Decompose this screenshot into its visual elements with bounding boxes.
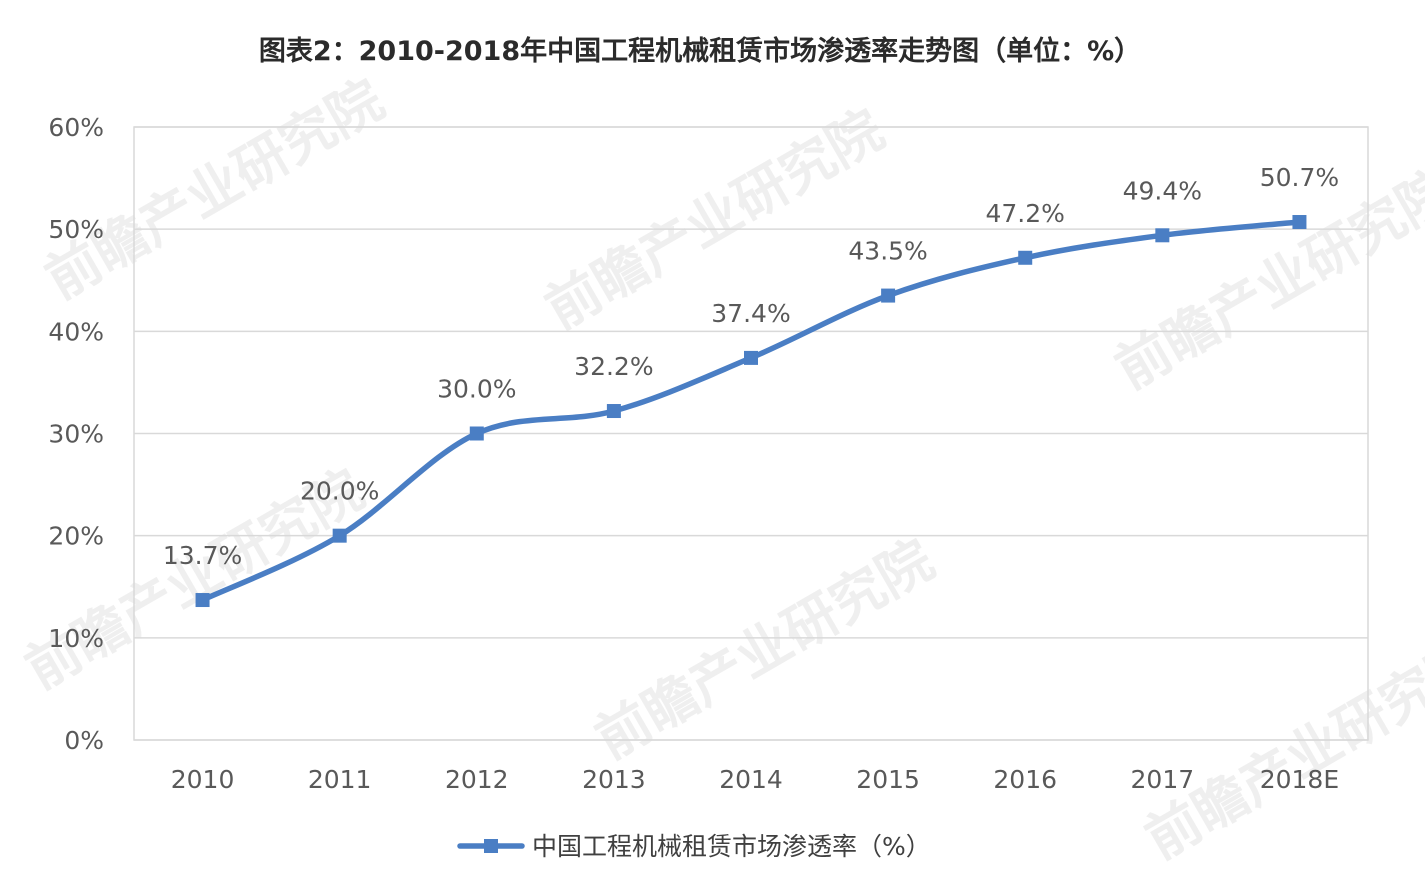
data-point-marker xyxy=(1018,250,1033,265)
y-tick-label: 50% xyxy=(48,215,104,244)
data-point-marker xyxy=(332,528,347,543)
data-label: 50.7% xyxy=(1260,163,1339,192)
legend-marker-swatch xyxy=(484,839,498,853)
y-tick-label: 0% xyxy=(64,726,104,755)
series-layer xyxy=(195,215,1307,608)
x-tick-label: 2013 xyxy=(582,765,646,794)
y-tick-label: 10% xyxy=(48,624,104,653)
data-point-marker xyxy=(606,404,621,419)
legend: 中国工程机械租赁市场渗透率（%） xyxy=(457,832,931,861)
data-point-marker xyxy=(1155,228,1170,243)
data-label: 20.0% xyxy=(300,477,379,506)
data-label: 43.5% xyxy=(848,237,927,266)
y-tick-label: 30% xyxy=(48,420,104,449)
plot-area-frame xyxy=(133,126,1369,741)
data-label: 30.0% xyxy=(437,375,516,404)
data-label: 13.7% xyxy=(163,541,242,570)
data-point-marker xyxy=(881,288,896,303)
data-point-marker xyxy=(469,426,484,441)
data-point-marker xyxy=(744,350,758,365)
watermark-logo: 前瞻产业研究院 xyxy=(1135,628,1425,872)
x-tick-label: 2017 xyxy=(1131,765,1195,794)
data-label: 37.4% xyxy=(711,299,790,328)
x-axis: 2010 2011 2012 2013 2014 2015 2016 2017 2018E xyxy=(171,765,1339,794)
x-tick-label: 2015 xyxy=(856,765,920,794)
x-tick-label: 2012 xyxy=(445,765,509,794)
watermark-logo: 前瞻产业研究院 xyxy=(35,68,394,312)
y-tick-label: 40% xyxy=(48,317,104,346)
x-tick-label: 2016 xyxy=(993,765,1057,794)
data-point-marker xyxy=(1292,215,1307,230)
data-label: 47.2% xyxy=(986,199,1065,228)
y-tick-label: 20% xyxy=(48,522,104,551)
x-tick-label: 2010 xyxy=(171,765,235,794)
x-tick-label: 2014 xyxy=(719,765,783,794)
y-tick-label: 60% xyxy=(48,113,104,142)
data-label: 49.4% xyxy=(1123,176,1202,205)
x-tick-label: 2011 xyxy=(308,765,372,794)
y-axis: 0% 10% 20% 30% 40% 50% 60% xyxy=(48,113,104,755)
data-label: 32.2% xyxy=(574,352,653,381)
x-tick-label: 2018E xyxy=(1260,765,1339,794)
watermark-logo: 前瞻产业研究院 xyxy=(585,528,944,772)
series-line xyxy=(199,219,1303,603)
legend-label: 中国工程机械租赁市场渗透率（%） xyxy=(532,832,931,861)
chart-title: 图表2：2010-2018年中国工程机械租赁市场渗透率走势图（单位：%） xyxy=(259,35,1141,67)
data-point-marker xyxy=(195,593,210,608)
data-label-layer: 13.7% 20.0% 30.0% 32.2% 37.4% 43.5% 47.2% 49.4%… xyxy=(163,163,1339,570)
